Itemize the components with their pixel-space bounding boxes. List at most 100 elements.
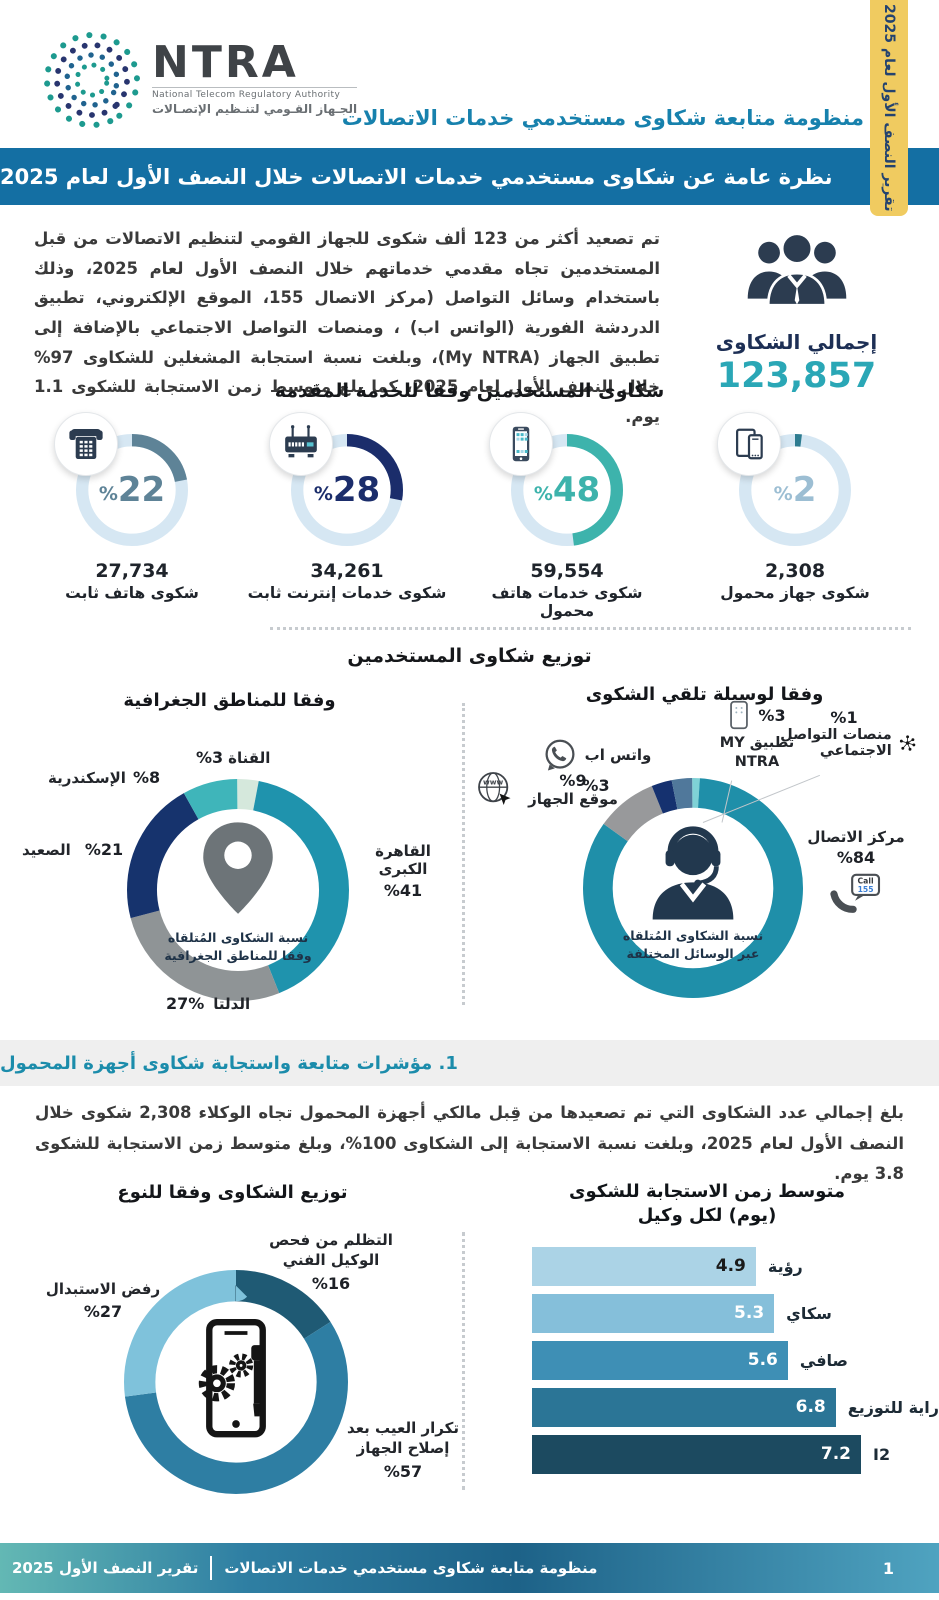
svg-text:155: 155 [858, 885, 874, 894]
services-donuts-row: % 22 [0, 412, 939, 624]
bar-label-sky: سكاي [786, 1303, 832, 1323]
footer-text: تقرير النصف الأول 2025 منظومة متابعة شكا… [12, 1543, 597, 1593]
people-group-icon [747, 232, 846, 307]
mobile-services-count: 59,554 [530, 560, 604, 582]
footer-bar: تقرير النصف الأول 2025 منظومة متابعة شكا… [0, 1543, 939, 1593]
regions-center-caption: نسبة الشكاوى المُتلقاه وفقا للمناطق الجغ… [164, 929, 312, 963]
smartphone-apps-icon [512, 426, 530, 462]
total-complaints-value: 123,857 [716, 356, 877, 396]
regions-subtitle: وفقا للمناطق الجغرافية [123, 690, 336, 711]
location-pin-icon [203, 822, 273, 914]
bar-sky: 5.3 [532, 1293, 775, 1333]
whatsapp-icon [545, 739, 575, 771]
channel-label-myntra: %3 تطبيق MY NTRA [698, 700, 816, 772]
region-label-delta: 27% الدلتا [166, 994, 251, 1013]
services-section-title: شكاوى المستخدمين وفقا للخدمة المقدمة [274, 380, 665, 402]
device-ring-chart [739, 434, 851, 546]
landline-percent: % 22 [98, 470, 166, 510]
region-label-qanah: %3 القناة [196, 748, 271, 767]
social-network-icon [899, 735, 916, 751]
vertical-divider-bottom [462, 1232, 465, 1490]
landline-label: شكوى هاتف ثابت [65, 584, 199, 602]
mobile-devices-icon [736, 428, 763, 460]
bar-i2: 7.2 [532, 1434, 861, 1474]
footer-divider [210, 1556, 213, 1580]
internet-percent: % 28 [313, 470, 381, 510]
footer-system: منظومة متابعة شكاوى مستخدمي خدمات الاتصا… [224, 1559, 598, 1577]
mobile-services-label: شكوى خدمات هاتف محمول [491, 584, 643, 620]
footer-report: تقرير النصف الأول 2025 [12, 1559, 199, 1577]
types-donut-chart [124, 1270, 348, 1494]
phone-repair-icon [198, 1319, 266, 1438]
device-label: شكوى جهاز محمول [720, 584, 870, 602]
type-label-replacement: رفض الاستبدال %27 [45, 1280, 161, 1321]
bar-row-roya: 4.9 رؤية [532, 1246, 939, 1286]
svg-text:Call: Call [858, 876, 874, 885]
bar-roya: 4.9 [532, 1246, 756, 1286]
vertical-divider-top [462, 703, 465, 1005]
channel-label-whatsapp: واتس اب %3 [534, 736, 658, 795]
router-icon [285, 425, 317, 458]
bar-row-raya: 6.8 راية للتوزيع [532, 1387, 939, 1427]
bar-label-i2: I2 [873, 1444, 891, 1464]
total-complaints-block: إجمالي الشكاوى 123,857 [684, 224, 909, 432]
logo-subtitle-en: National Telecom Regulatory Authority [152, 86, 358, 100]
section2-heading-band: 1. مؤشرات متابعة واستجابة شكاوى أجهزة ال… [0, 1040, 939, 1086]
bars-title: متوسط زمن الاستجابة للشكوى (يوم) لكل وكي… [569, 1181, 845, 1227]
logo-wordmark: NTRA [152, 36, 299, 88]
landline-phone-icon [69, 428, 103, 460]
dotted-separator [270, 627, 911, 630]
overview-banner-text: نظرة عامة عن شكاوى مستخدمي خدمات الاتصال… [0, 164, 833, 189]
channel-label-social: %1 منصات التواصل الاجتماعي [771, 708, 917, 759]
internet-label: شكوى خدمات إنترنت ثابت [247, 584, 447, 602]
device-percent: % 2 [773, 470, 817, 510]
region-label-saeed: الصعيد %21 [22, 840, 124, 859]
support-agent-icon [652, 826, 734, 920]
intro-paragraph: تم تصعيد أكثر من 123 ألف شكوى للجهاز الق… [34, 229, 661, 427]
type-label-inspection: التظلم من فحص الوكيل الفني %16 [269, 1231, 393, 1293]
page-title: منظومة متابعة شكاوى مستخدمي خدمات الاتصا… [341, 106, 864, 130]
logo-subtitle-ar: الجـهاز القـومي لتنـظيم الإتصـالات [152, 101, 358, 116]
channels-subtitle: وفقا لوسيلة تلقي الشكوى [585, 684, 824, 705]
report-side-tab-label: تقرير النصف الأول لعام 2025 [881, 4, 897, 212]
website-globe-icon: www [478, 772, 511, 805]
device-count: 2,308 [764, 560, 826, 582]
service-card-device: % 2 2,308 شكوى جهاز محمول [690, 412, 900, 602]
channel-label-callcenter: مركز الاتصال %84 Call 155 [797, 828, 915, 921]
internet-ring-chart [291, 434, 403, 546]
myntra-app-phone-icon [730, 700, 749, 730]
types-title: توزيع الشكاوى وفقا للنوع [117, 1182, 348, 1203]
svg-text:www: www [483, 777, 503, 786]
service-card-mobile-services: % 48 59,554 شكوى خد [462, 412, 672, 620]
bar-safi: 5.6 [532, 1340, 788, 1380]
landline-count: 27,734 [95, 560, 169, 582]
bar-label-roya: رؤية [767, 1256, 803, 1276]
ntra-logo: NTRA National Telecom Regulatory Authori… [40, 26, 358, 130]
bar-label-raya: راية للتوزيع [847, 1397, 939, 1417]
section2-paragraph: بلغ إجمالي عدد الشكاوى التي تم تصعيدها م… [35, 1103, 905, 1184]
section2-heading: 1. مؤشرات متابعة واستجابة شكاوى أجهزة ال… [0, 1052, 458, 1074]
overview-banner: نظرة عامة عن شكاوى مستخدمي خدمات الاتصال… [0, 148, 939, 205]
ntra-logo-dots-icon [44, 32, 140, 128]
regions-donut-chart: نسبة الشكاوى المُتلقاه وفقا للمناطق الجغ… [127, 779, 349, 1001]
bar-row-sky: 5.3 سكاي [532, 1293, 939, 1333]
channel-label-website: www %9 موقع الجهاز [474, 768, 624, 810]
landline-ring-chart [76, 434, 188, 546]
bar-row-safi: 5.6 صافي [532, 1340, 939, 1380]
region-label-alex: الإسكندرية %8 [48, 768, 161, 787]
type-label-recurrence: تكرار العيب بعد إصلاح الجهاز %57 [347, 1419, 459, 1481]
bars-chart: 4.9 رؤية 5.3 سكاي 5.6 صافي 6.8 راية للتو… [475, 1246, 939, 1474]
total-complaints-label: إجمالي الشكاوى [715, 330, 878, 354]
page-number: 1 [882, 1558, 894, 1578]
intro-section: إجمالي الشكاوى 123,857 تم تصعيد أكثر من … [30, 224, 909, 432]
channels-chart-block: وفقا لوسيلة تلقي الشكوى نسبة الشكاوى الم… [470, 672, 939, 1034]
types-chart-block: توزيع الشكاوى وفقا للنوع التظل [0, 1168, 465, 1513]
channels-donut-chart: نسبة الشكاوى المُتلقاه عبر الوسائل المخت… [583, 778, 803, 998]
bar-row-i2: 7.2 I2 [532, 1434, 939, 1474]
bar-raya: 6.8 [532, 1387, 836, 1427]
regions-chart-block: وفقا للمناطق الجغرافية نسبة الشكاوى المُ… [0, 672, 459, 1034]
mobile-services-ring-chart [511, 434, 623, 546]
bar-label-safi: صافي [799, 1350, 849, 1370]
response-time-chart-block: متوسط زمن الاستجابة للشكوى (يوم) لكل وكي… [475, 1168, 939, 1482]
